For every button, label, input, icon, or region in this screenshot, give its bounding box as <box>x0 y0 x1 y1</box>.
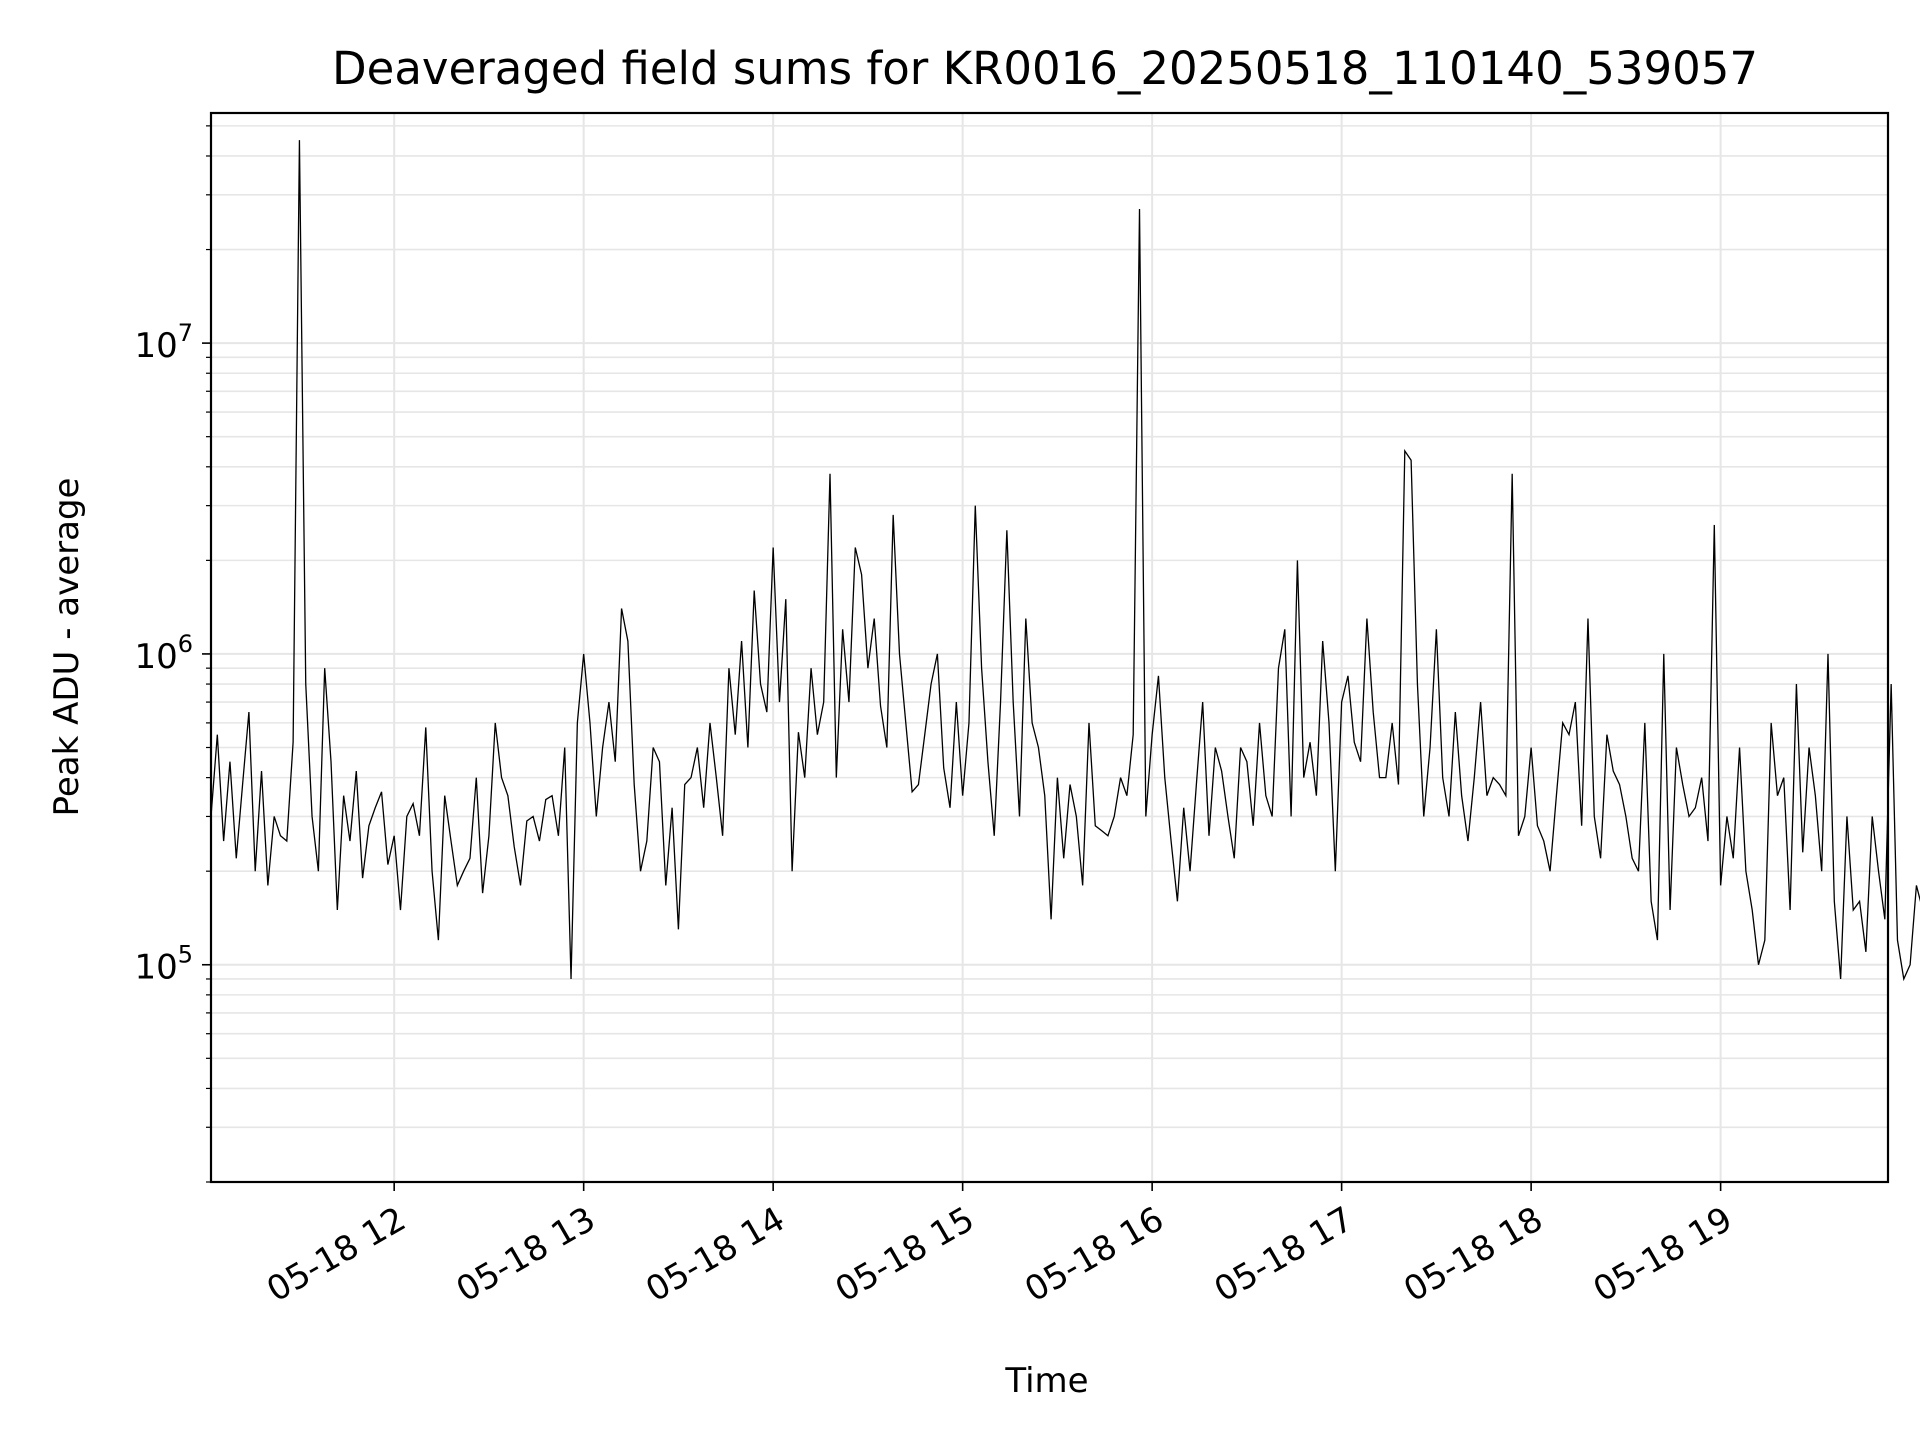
chart-title: Deaveraged field sums for KR0016_2025051… <box>332 42 1758 95</box>
y-tick-label: 106 <box>134 630 193 677</box>
x-axis-label: Time <box>1004 1361 1088 1401</box>
plot-frame <box>209 111 1890 1184</box>
series-line <box>210 140 1920 982</box>
grid <box>211 113 1888 1183</box>
y-axis-label: Peak ADU - average <box>47 478 87 817</box>
y-tick-label: 105 <box>134 941 193 988</box>
y-tick-label: 107 <box>134 319 193 366</box>
series-layer <box>210 140 1920 982</box>
